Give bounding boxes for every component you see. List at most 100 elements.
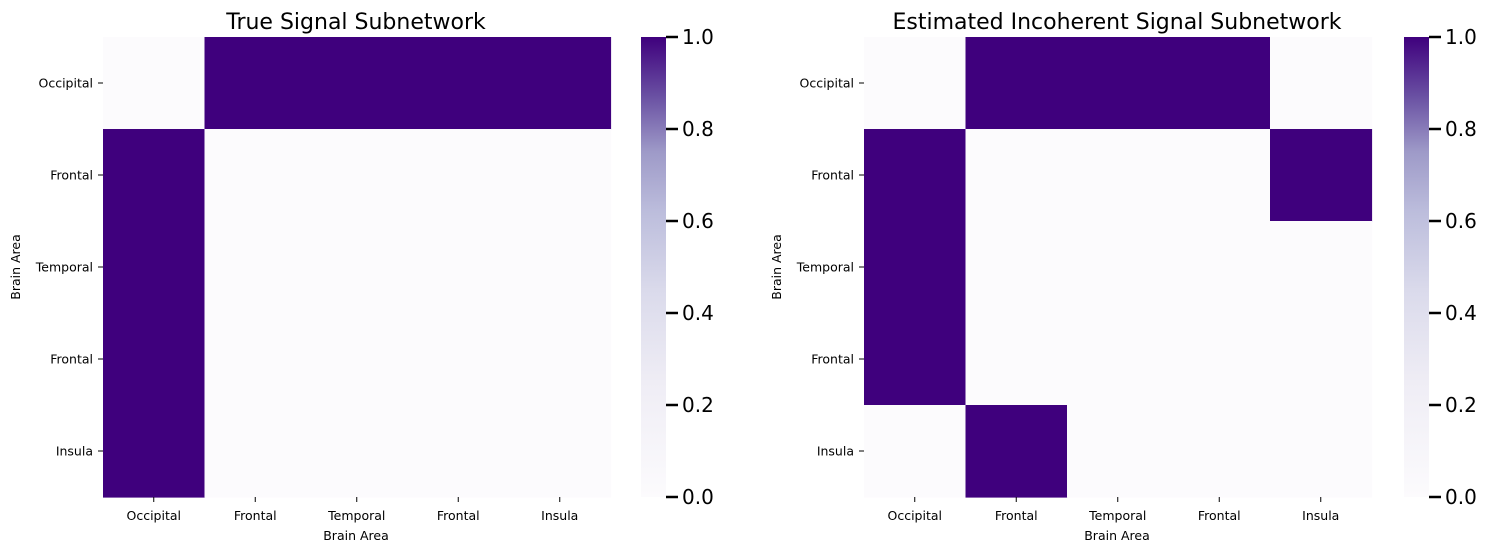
x-tick-label: Frontal bbox=[995, 508, 1038, 523]
heatmap-panel-true: True Signal Subnetwork Occipital Frontal T… bbox=[8, 10, 714, 543]
heatmap-cell bbox=[864, 313, 967, 406]
heatmap-cell bbox=[407, 37, 510, 130]
y-tick-label: Frontal bbox=[811, 352, 854, 367]
chart-title: Estimated Incoherent Signal Subnetwork bbox=[892, 10, 1341, 35]
colorbar-tick-label: 0.2 bbox=[682, 393, 714, 417]
heatmap-cell bbox=[1270, 313, 1373, 406]
x-axis-label: Brain Area bbox=[1084, 528, 1150, 543]
heatmap-cell bbox=[204, 313, 307, 406]
colorbar-tick-label: 0.6 bbox=[682, 209, 714, 233]
heatmap-cell bbox=[965, 129, 1068, 222]
heatmap-cell bbox=[204, 37, 307, 130]
x-tick-label: Temporal bbox=[327, 508, 385, 523]
heatmap-cell bbox=[204, 405, 307, 498]
heatmap-cell bbox=[1168, 405, 1271, 498]
heatmap-cell bbox=[103, 221, 206, 314]
colorbar-tick-label: 0.8 bbox=[1445, 117, 1477, 141]
heatmap-panel-estimated: Estimated Incoherent Signal Subnetwork O… bbox=[769, 10, 1477, 543]
x-tick-label: Temporal bbox=[1088, 508, 1146, 523]
heatmap-cell bbox=[407, 313, 510, 406]
y-axis-label: Brain Area bbox=[769, 234, 784, 300]
heatmap-cell bbox=[965, 313, 1068, 406]
heatmap-cell bbox=[1067, 405, 1170, 498]
y-tick-label: Occipital bbox=[39, 76, 94, 91]
y-tick-label: Insula bbox=[56, 444, 93, 459]
colorbar-ticks: 0.0 0.2 0.4 0.6 0.8 1.0 bbox=[666, 25, 714, 509]
heatmap-cell bbox=[1067, 129, 1170, 222]
colorbar-tick-label: 0.0 bbox=[1445, 485, 1477, 509]
x-axis-label: Brain Area bbox=[323, 528, 389, 543]
y-tick-label: Insula bbox=[817, 444, 854, 459]
y-tick-label: Frontal bbox=[50, 168, 93, 183]
heatmap-cell bbox=[1067, 221, 1170, 314]
heatmap-cell bbox=[1270, 405, 1373, 498]
colorbar bbox=[641, 37, 666, 497]
y-tick-label: Temporal bbox=[796, 260, 854, 275]
x-tick-label: Occipital bbox=[888, 508, 943, 523]
heatmap-cell bbox=[1270, 129, 1373, 222]
colorbar-tick-label: 1.0 bbox=[1445, 25, 1477, 49]
x-tick-label: Insula bbox=[541, 508, 578, 523]
heatmap-cell bbox=[1270, 221, 1373, 314]
heatmap-cell bbox=[1168, 129, 1271, 222]
heatmap-cell bbox=[306, 405, 409, 498]
heatmap-cell bbox=[509, 405, 612, 498]
heatmap-cell bbox=[965, 405, 1068, 498]
heatmap-cell bbox=[407, 221, 510, 314]
heatmap-cell bbox=[103, 405, 206, 498]
heatmap-cell bbox=[407, 405, 510, 498]
heatmap-cell bbox=[965, 221, 1068, 314]
heatmap-cell bbox=[407, 129, 510, 222]
colorbar-tick-label: 0.4 bbox=[1445, 301, 1477, 325]
heatmap-cell bbox=[509, 37, 612, 130]
chart-title: True Signal Subnetwork bbox=[225, 10, 486, 35]
heatmap-cell bbox=[204, 221, 307, 314]
heatmap-cell bbox=[864, 405, 967, 498]
x-tick-labels: Occipital Frontal Temporal Frontal Insula bbox=[127, 497, 578, 523]
colorbar-tick-label: 1.0 bbox=[682, 25, 714, 49]
heatmap-cell bbox=[306, 221, 409, 314]
heatmap-cell bbox=[864, 37, 967, 130]
x-tick-label: Frontal bbox=[1198, 508, 1241, 523]
x-tick-label: Frontal bbox=[234, 508, 277, 523]
heatmap-cell bbox=[509, 221, 612, 314]
y-tick-label: Frontal bbox=[811, 168, 854, 183]
x-tick-label: Insula bbox=[1302, 508, 1339, 523]
colorbar-tick-label: 0.4 bbox=[682, 301, 714, 325]
y-tick-labels: Occipital Frontal Temporal Frontal Insula bbox=[796, 76, 864, 459]
heatmap-cell bbox=[306, 129, 409, 222]
heatmap-cell bbox=[1067, 313, 1170, 406]
heatmap-cell bbox=[1168, 313, 1271, 406]
y-tick-label: Temporal bbox=[35, 260, 93, 275]
heatmap-cell bbox=[204, 129, 307, 222]
y-axis-label: Brain Area bbox=[8, 234, 23, 300]
y-tick-label: Occipital bbox=[800, 76, 855, 91]
x-tick-labels: Occipital Frontal Temporal Frontal Insula bbox=[888, 497, 1339, 523]
heatmap-cell bbox=[1270, 37, 1373, 130]
heatmap-cell bbox=[1067, 37, 1170, 130]
colorbar-tick-label: 0.0 bbox=[682, 485, 714, 509]
y-tick-labels: Occipital Frontal Temporal Frontal Insula bbox=[35, 76, 103, 459]
heatmap-cell bbox=[509, 129, 612, 222]
heatmap-cell bbox=[864, 221, 967, 314]
heatmap-cell bbox=[306, 37, 409, 130]
heatmap-cell bbox=[103, 37, 206, 130]
heatmap-cell bbox=[965, 37, 1068, 130]
heatmap-cell bbox=[1168, 221, 1271, 314]
heatmap-cell bbox=[103, 313, 206, 406]
x-tick-label: Frontal bbox=[437, 508, 480, 523]
heatmap-cells bbox=[864, 37, 1373, 498]
heatmap-cells bbox=[103, 37, 612, 498]
heatmap-cell bbox=[1168, 37, 1271, 130]
heatmap-cell bbox=[864, 129, 967, 222]
heatmap-cell bbox=[509, 313, 612, 406]
colorbar bbox=[1404, 37, 1429, 497]
colorbar-tick-label: 0.8 bbox=[682, 117, 714, 141]
heatmap-cell bbox=[103, 129, 206, 222]
heatmap-cell bbox=[306, 313, 409, 406]
colorbar-ticks: 0.0 0.2 0.4 0.6 0.8 1.0 bbox=[1429, 25, 1477, 509]
colorbar-tick-label: 0.6 bbox=[1445, 209, 1477, 233]
y-tick-label: Frontal bbox=[50, 352, 93, 367]
colorbar-tick-label: 0.2 bbox=[1445, 393, 1477, 417]
